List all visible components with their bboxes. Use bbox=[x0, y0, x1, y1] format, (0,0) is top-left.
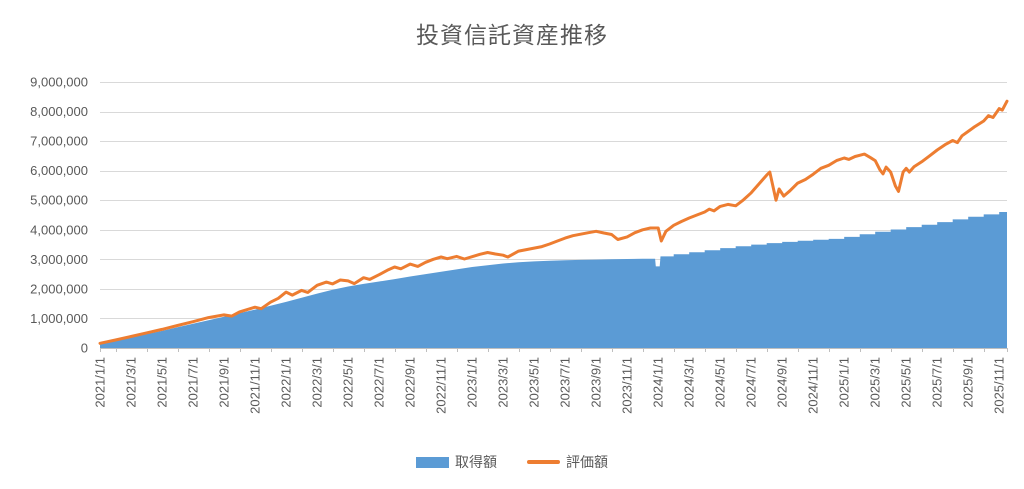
x-tick-label: 2025/11/1 bbox=[992, 357, 1007, 414]
y-tick-label: 3,000,000 bbox=[30, 252, 88, 267]
x-tick-label: 2021/5/1 bbox=[155, 357, 170, 408]
x-tick-label: 2024/5/1 bbox=[713, 357, 728, 408]
x-tick-label: 2021/9/1 bbox=[217, 357, 232, 408]
x-tick-label: 2022/9/1 bbox=[403, 357, 418, 408]
x-tick-label: 2023/11/1 bbox=[620, 357, 635, 414]
y-tick-label: 5,000,000 bbox=[30, 193, 88, 208]
x-tick-label: 2023/5/1 bbox=[527, 357, 542, 408]
legend-label-acquisition: 取得額 bbox=[455, 454, 497, 470]
x-tick-label: 2021/11/1 bbox=[248, 357, 263, 414]
x-tick-label: 2021/1/1 bbox=[93, 357, 108, 408]
x-tick-label: 2023/9/1 bbox=[589, 357, 604, 408]
x-tick-label: 2021/7/1 bbox=[186, 357, 201, 408]
x-tick-label: 2022/3/1 bbox=[310, 357, 325, 408]
legend-item-valuation: 評価額 bbox=[527, 452, 608, 472]
x-tick-label: 2024/11/1 bbox=[806, 357, 821, 414]
y-tick-label: 0 bbox=[81, 341, 88, 356]
acquisition-area-series bbox=[100, 212, 1007, 348]
x-tick-label: 2025/3/1 bbox=[868, 357, 883, 408]
x-tick-label: 2025/9/1 bbox=[961, 357, 976, 408]
y-tick-label: 1,000,000 bbox=[30, 311, 88, 326]
x-tick-label: 2025/7/1 bbox=[930, 357, 945, 408]
x-tick-label: 2022/1/1 bbox=[279, 357, 294, 408]
legend-label-valuation: 評価額 bbox=[566, 454, 608, 470]
x-tick-label: 2024/3/1 bbox=[682, 357, 697, 408]
y-tick-label: 8,000,000 bbox=[30, 104, 88, 119]
x-tick-label: 2021/3/1 bbox=[124, 357, 139, 408]
x-tick-label: 2023/1/1 bbox=[465, 357, 480, 408]
acquisition-area-swatch-icon bbox=[416, 456, 449, 468]
valuation-line-swatch-icon bbox=[527, 460, 560, 464]
x-tick-label: 2023/3/1 bbox=[496, 357, 511, 408]
valuation-line-series bbox=[98, 99, 1009, 345]
x-tick-label: 2023/7/1 bbox=[558, 357, 573, 408]
x-tick-label: 2024/7/1 bbox=[744, 357, 759, 408]
y-tick-label: 2,000,000 bbox=[30, 281, 88, 296]
y-tick-label: 4,000,000 bbox=[30, 222, 88, 237]
x-tick-label: 2024/9/1 bbox=[775, 357, 790, 408]
y-tick-label: 9,000,000 bbox=[30, 75, 88, 90]
x-tick-label: 2022/7/1 bbox=[372, 357, 387, 408]
x-tick-label: 2024/1/1 bbox=[651, 357, 666, 408]
x-tick-label: 2025/5/1 bbox=[899, 357, 914, 408]
x-tick-label: 2022/11/1 bbox=[434, 357, 449, 414]
chart-legend: 取得額 評価額 bbox=[0, 452, 1024, 472]
chart-title: 投資信託資産推移 bbox=[416, 22, 608, 48]
y-tick-label: 7,000,000 bbox=[30, 134, 88, 149]
x-tick-label: 2022/5/1 bbox=[341, 357, 356, 408]
y-tick-label: 6,000,000 bbox=[30, 163, 88, 178]
x-tick-label: 2025/1/1 bbox=[837, 357, 852, 408]
legend-item-acquisition: 取得額 bbox=[416, 452, 497, 472]
